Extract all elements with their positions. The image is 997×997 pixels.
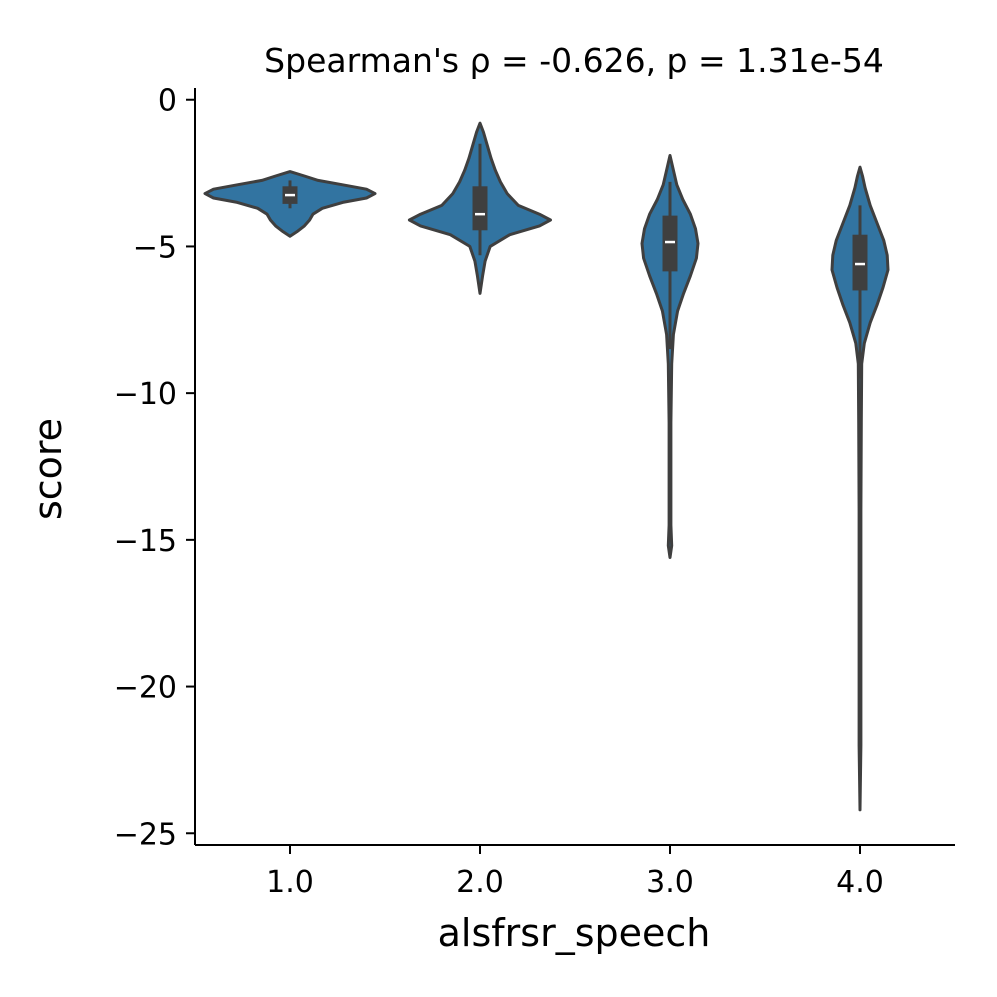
violin-iqr-box-3-0 xyxy=(662,215,678,272)
chart-title: Spearman's ρ = -0.626, p = 1.31e-54 xyxy=(264,41,884,80)
y-tick-label: −15 xyxy=(114,524,177,559)
y-tick-label: −20 xyxy=(114,671,177,706)
violin-iqr-box-4-0 xyxy=(852,234,868,291)
violin-group-2-0 xyxy=(407,121,552,295)
x-tick-label: 4.0 xyxy=(836,865,884,900)
y-tick-label: −5 xyxy=(133,230,177,265)
x-axis-label: alsfrsr_speech xyxy=(438,911,711,955)
violin-group-4-0 xyxy=(830,165,890,812)
x-tick-label: 3.0 xyxy=(646,865,694,900)
y-axis-label: score xyxy=(26,418,70,520)
x-tick-label: 2.0 xyxy=(456,865,504,900)
violin-group-1-0 xyxy=(203,170,377,238)
violin-body-3-0 xyxy=(640,154,700,559)
y-tick-label: −10 xyxy=(114,377,177,412)
y-tick-label: 0 xyxy=(158,84,177,119)
violin-body-4-0 xyxy=(830,165,890,812)
violin-iqr-box-2-0 xyxy=(472,186,488,231)
violin-group-3-0 xyxy=(640,154,700,559)
axes-layer: 0 −5 −10 −15 −20 −25 1.0 2.0 3.0 4.0 xyxy=(114,84,955,900)
violins-layer xyxy=(203,121,890,812)
y-tick-label: −25 xyxy=(114,817,177,852)
x-tick-label: 1.0 xyxy=(266,865,314,900)
